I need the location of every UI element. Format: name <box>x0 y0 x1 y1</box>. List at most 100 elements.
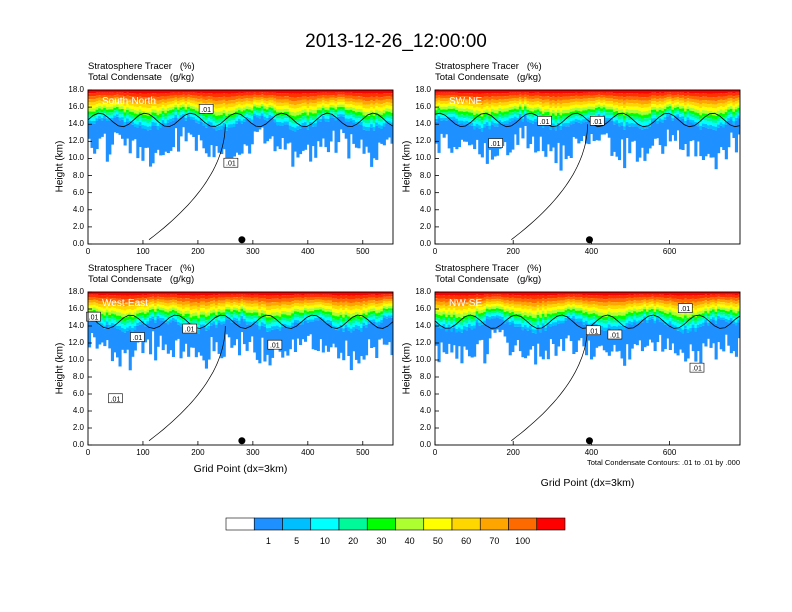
location-marker <box>238 236 246 244</box>
panel-label: SW-NE <box>449 96 482 107</box>
contour-label: .01 <box>111 396 121 403</box>
x-tick-label: 400 <box>301 448 315 457</box>
colorbar-label: 5 <box>294 536 300 546</box>
colorbar-swatch <box>310 517 340 531</box>
location-marker <box>585 437 593 445</box>
colorbar-label: 10 <box>319 536 330 546</box>
colorbar-swatch <box>451 517 481 531</box>
x-tick-label: 600 <box>662 247 677 256</box>
plot-frame <box>434 291 741 446</box>
x-tick-label: 500 <box>356 247 370 256</box>
x-tick-label: 100 <box>136 247 150 256</box>
colorbar-label: 1 <box>265 536 271 546</box>
contour-label: .01 <box>201 107 211 114</box>
y-tick-label: 18.0 <box>415 287 431 296</box>
contour-label: .01 <box>226 161 236 168</box>
x-tick-label: 600 <box>662 448 677 457</box>
panel-header: Stratosphere Tracer (%) Total Condensate… <box>88 61 195 83</box>
panel-label: NW-SE <box>449 298 482 309</box>
y-tick-label: 10.0 <box>68 153 84 163</box>
panel-sw-ne: .01 .01 .01 SW-NE <box>434 89 741 245</box>
y-tick-label: 12.0 <box>415 136 431 146</box>
panel-header: Stratosphere Tracer (%) Total Condensate… <box>435 263 542 285</box>
colorbar-swatch <box>338 517 368 531</box>
colorbar-label: 40 <box>404 536 415 546</box>
contour-label: .01 <box>592 119 602 126</box>
y-tick-label: 18.0 <box>415 85 431 94</box>
y-tick-label: 10.0 <box>68 355 84 364</box>
y-tick-label: 16.0 <box>415 102 431 112</box>
contour-label-box <box>488 138 503 148</box>
x-tick-label: 400 <box>584 247 599 256</box>
x-tick-label: 300 <box>246 247 260 256</box>
contour-label: .01 <box>588 328 598 335</box>
y-tick-label: 8.0 <box>72 170 84 180</box>
y-tick-label: 10.0 <box>415 355 431 364</box>
y-tick-label: 14.0 <box>415 119 431 129</box>
contour-label-box <box>223 157 239 168</box>
location-marker <box>585 236 593 244</box>
condensate-contour <box>511 325 588 442</box>
contour-label-box <box>130 332 145 342</box>
contour-label: .01 <box>133 335 143 342</box>
contour-label: .01 <box>89 315 99 322</box>
x-tick-label: 300 <box>246 448 260 457</box>
x-tick-label: 200 <box>191 247 205 256</box>
contour-label: .01 <box>610 333 620 340</box>
y-tick-label: 14.0 <box>68 321 84 330</box>
contour-label: .01 <box>680 306 690 313</box>
x-tick-label: 0 <box>85 247 91 256</box>
colorbar-swatch <box>395 517 425 531</box>
y-tick-label: 8.0 <box>72 372 84 381</box>
plot-frame <box>87 89 394 245</box>
contour-label-box <box>537 116 552 126</box>
y-tick-label: 4.0 <box>72 204 84 214</box>
colorbar-label: 60 <box>461 536 472 546</box>
contour-label-box <box>108 393 123 404</box>
contour-label: .01 <box>270 343 280 350</box>
x-tick-label: 0 <box>432 247 438 256</box>
tracer-field <box>88 90 393 244</box>
contour-footnote: Total Condensate Contours: .01 to .01 by… <box>586 458 740 467</box>
x-axis-label: Grid Point (dx=3km) <box>193 463 288 475</box>
panel-nw-se: .01 .01 .01 .01 NW-SE <box>434 291 741 446</box>
contour-label-box <box>589 116 605 126</box>
panel-label: South-North <box>102 96 156 107</box>
colorbar-label: 30 <box>376 536 387 546</box>
colorbar-swatch <box>479 517 509 531</box>
condensate-contour <box>88 112 393 128</box>
y-tick-label: 6.0 <box>72 187 84 197</box>
y-tick-label: 4.0 <box>419 406 431 415</box>
contour-label-box <box>182 323 197 334</box>
contour-label: .01 <box>185 327 195 334</box>
condensate-contour <box>148 325 226 442</box>
y-tick-label: 2.0 <box>419 221 431 231</box>
colorbar-swatch <box>423 517 453 531</box>
y-tick-label: 8.0 <box>419 372 431 381</box>
x-tick-label: 0 <box>432 448 438 457</box>
y-tick-label: 16.0 <box>68 102 84 112</box>
y-tick-label: 10.0 <box>415 153 431 163</box>
y-tick-label: 2.0 <box>419 423 431 432</box>
plot-frame <box>434 89 741 245</box>
x-tick-label: 400 <box>301 247 315 256</box>
colorbar-swatch <box>253 517 283 531</box>
colorbar-label: 20 <box>348 536 359 546</box>
y-tick-label: 0.0 <box>419 440 431 449</box>
contour-label-box <box>677 303 693 313</box>
condensate-contour <box>148 124 226 240</box>
plot-frame <box>87 291 394 446</box>
panel-label: West-East <box>102 298 148 309</box>
y-tick-label: 12.0 <box>68 338 84 347</box>
colorbar-label: 50 <box>432 536 443 546</box>
colorbar-swatch <box>508 517 538 531</box>
x-axis-label: Grid Point (dx=3km) <box>540 477 635 489</box>
y-tick-label: 0.0 <box>72 440 84 449</box>
y-tick-label: 2.0 <box>72 221 84 231</box>
panel-south-north: .01 .01 South-North <box>87 89 394 245</box>
contour-label-box <box>86 311 101 322</box>
tracer-field <box>435 90 740 244</box>
tracer-field <box>88 292 393 445</box>
